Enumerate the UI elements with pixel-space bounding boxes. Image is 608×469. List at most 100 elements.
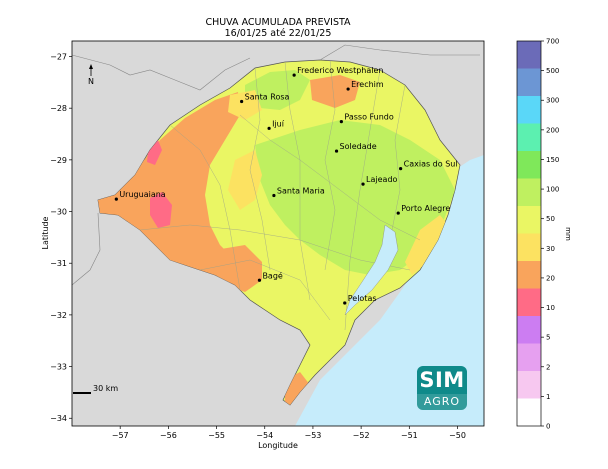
colorbar-tick-label: 300	[546, 97, 559, 105]
city-marker	[272, 193, 276, 198]
colorbar-tick-label: 30	[546, 245, 555, 253]
x-tick-label: −50	[449, 431, 466, 440]
city-marker	[346, 87, 350, 91]
city-marker	[114, 197, 118, 201]
x-tick-label: −57	[112, 431, 129, 440]
y-tick-label: −28	[50, 104, 67, 113]
scale-bar: 30 km	[73, 384, 118, 394]
city-label: Soledade	[340, 142, 377, 151]
y-axis-label: Latitude	[41, 216, 50, 249]
colorbar-tick-label: 20	[546, 274, 555, 282]
colorbar-segment	[517, 371, 541, 399]
y-tick-label: −31	[50, 259, 67, 268]
colorbar-segment	[517, 288, 541, 316]
city-marker	[339, 120, 343, 124]
city-label: Frederico Westphalen	[297, 66, 383, 75]
north-arrow: N	[88, 64, 94, 86]
colorbar-tick-label: 150	[546, 156, 559, 164]
colorbar-segment	[517, 41, 541, 69]
colorbar-segment	[517, 206, 541, 234]
chart-title: CHUVA ACUMULADA PREVISTA	[205, 17, 351, 28]
rain-zone-20-30-west	[98, 92, 240, 285]
colorbar-tick-label: 500	[546, 67, 559, 75]
x-tick-label: −56	[160, 431, 177, 440]
colorbar-segment	[517, 233, 541, 261]
y-tick-label: −29	[50, 156, 67, 165]
x-tick-label: −51	[401, 431, 418, 440]
city-label: Lajeado	[366, 175, 397, 184]
city-label: Erechim	[351, 80, 384, 89]
colorbar-tick-label: 100	[546, 186, 559, 194]
colorbar-tick-label: 1	[546, 393, 550, 401]
city-label: Ijuí	[272, 119, 285, 128]
city-label: Caxias do Sul	[404, 160, 458, 169]
city-marker	[343, 301, 347, 305]
colorbar-tick-label: 5	[546, 334, 550, 342]
city-marker	[240, 99, 244, 104]
city-marker	[267, 126, 271, 130]
x-tick-label: −52	[353, 431, 370, 440]
rain-zone-50-100	[255, 120, 455, 275]
rain-zone-10-20-uruguaiana	[150, 192, 172, 228]
city-marker	[399, 167, 403, 171]
rain-zone-30-50-northwest	[228, 90, 262, 120]
city-markers: Frederico Westphalen Erechim Santa Rosa Iju…	[114, 66, 458, 305]
city-label: Bagé	[262, 270, 282, 280]
logo-sim-text: SIM	[419, 368, 465, 392]
internal-borders	[139, 60, 421, 331]
y-tick-label: −32	[50, 311, 67, 320]
city-marker	[292, 73, 296, 77]
y-axis: −27 −28 −29 −30 −31 −32 −33 −34	[50, 53, 72, 423]
city-label: Uruguaiana	[119, 190, 165, 199]
lagoa-dos-patos	[344, 224, 399, 316]
city-marker	[334, 149, 339, 153]
colorbar-tick-label: 50	[546, 215, 555, 223]
north-arrow-label: N	[88, 77, 94, 86]
colorbar-tick-label: 200	[546, 126, 559, 134]
sim-agro-logo: SIM AGRO	[417, 366, 467, 410]
colorbar-segment	[517, 96, 541, 124]
rain-zone-30-50-center	[228, 150, 262, 210]
colorbar-segment	[517, 343, 541, 371]
city-label: Santa Maria	[277, 187, 325, 196]
colorbar-tick-label: 10	[546, 304, 555, 312]
colorbar-unit: mm	[564, 227, 572, 241]
rainfall-fields	[98, 70, 455, 405]
colorbar-segment	[517, 68, 541, 96]
map-panel	[71, 40, 485, 427]
city-label: Porto Alegre	[401, 204, 450, 213]
colorbar: 0 1 2 5 10 20 30 50 100 150 200 300 500 700	[516, 38, 559, 431]
colorbar-segment	[517, 178, 541, 206]
x-axis-label: Longitude	[258, 441, 298, 450]
city-label: Passo Fundo	[344, 113, 394, 122]
colorbar-tick-label: 700	[546, 38, 559, 46]
colorbar-frame	[516, 40, 542, 427]
logo-agro-text: AGRO	[423, 395, 461, 408]
x-tick-label: −54	[256, 431, 273, 440]
colorbar-segment	[517, 261, 541, 289]
colorbar-segment	[517, 316, 541, 344]
city-label: Santa Rosa	[245, 92, 290, 101]
city-marker	[396, 211, 400, 215]
chart-subtitle: 16/01/25 até 22/01/25	[224, 28, 332, 39]
y-tick-label: −34	[50, 414, 67, 423]
colorbar-segment	[517, 151, 541, 179]
scale-bar-label: 30 km	[93, 384, 118, 393]
colorbar-tick-label: 2	[546, 363, 550, 371]
city-marker	[257, 278, 262, 282]
y-tick-label: −33	[50, 363, 67, 372]
rain-zone-50-100-north	[245, 70, 310, 110]
rain-zone-20-30-east	[310, 75, 360, 108]
colorbar-tick-label: 0	[546, 423, 550, 431]
rain-zone-10-20-northwest	[147, 140, 162, 165]
city-marker	[361, 182, 365, 186]
city-label: Pelotas	[348, 294, 377, 303]
rain-zone-30-50-coast	[405, 215, 448, 275]
x-axis: −57 −56 −55 −54 −53 −52 −51 −50	[112, 426, 466, 440]
map-frame	[71, 40, 485, 427]
y-tick-label: −30	[50, 208, 67, 217]
x-tick-label: −53	[304, 431, 321, 440]
x-tick-label: −55	[208, 431, 225, 440]
colorbar-segment	[517, 398, 541, 426]
